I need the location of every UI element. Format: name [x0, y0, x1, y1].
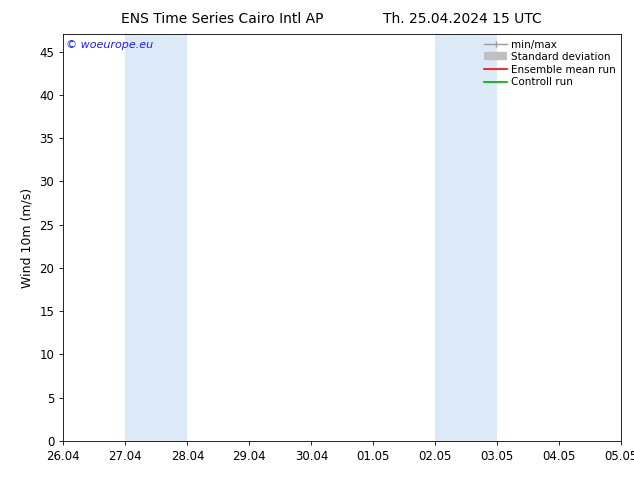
Y-axis label: Wind 10m (m/s): Wind 10m (m/s)	[21, 188, 34, 288]
Bar	[621, 34, 634, 441]
Text: ENS Time Series Cairo Intl AP: ENS Time Series Cairo Intl AP	[120, 12, 323, 26]
Bar	[436, 34, 497, 441]
Text: Th. 25.04.2024 15 UTC: Th. 25.04.2024 15 UTC	[384, 12, 542, 26]
Text: © woeurope.eu: © woeurope.eu	[66, 40, 153, 50]
Bar	[126, 34, 188, 441]
Legend: min/max, Standard deviation, Ensemble mean run, Controll run: min/max, Standard deviation, Ensemble me…	[482, 37, 618, 89]
